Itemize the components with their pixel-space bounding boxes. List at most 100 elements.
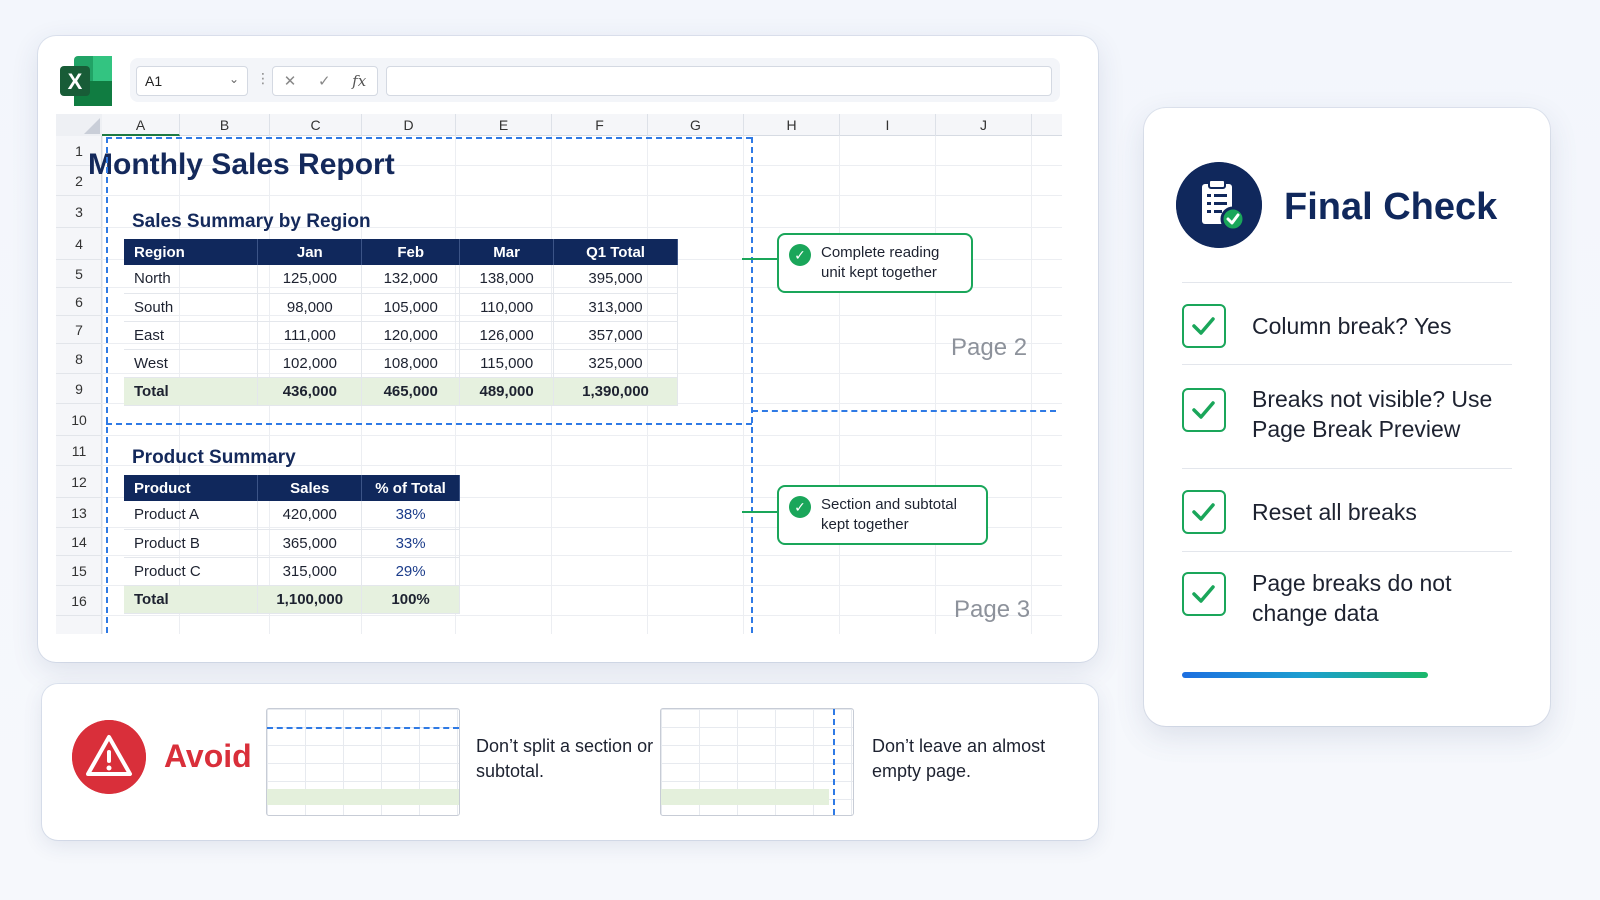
- confirm-icon[interactable]: ✓: [317, 73, 331, 90]
- page-break-top: [106, 137, 752, 139]
- row-header-10[interactable]: 10: [56, 404, 102, 436]
- table-cell[interactable]: West: [124, 349, 259, 378]
- row-header-7[interactable]: 7: [56, 316, 102, 344]
- table-cell[interactable]: Product A: [124, 501, 259, 530]
- name-box[interactable]: A1 ⌄: [136, 66, 248, 96]
- table-cell[interactable]: 105,000: [361, 293, 461, 322]
- table-cell[interactable]: 125,000: [257, 265, 363, 294]
- row-header-8[interactable]: 8: [56, 344, 102, 374]
- column-header-a[interactable]: A: [102, 114, 180, 136]
- table-cell[interactable]: 365,000: [257, 529, 363, 558]
- row-header-12[interactable]: 12: [56, 466, 102, 498]
- divider: [1182, 551, 1512, 552]
- table-cell[interactable]: 489,000: [459, 377, 555, 406]
- column-header-g[interactable]: G: [648, 114, 744, 136]
- vertical-page-break[interactable]: [751, 137, 753, 633]
- table-cell[interactable]: 111,000: [257, 321, 363, 350]
- table-cell[interactable]: 29%: [361, 557, 460, 586]
- row-header-9[interactable]: 9: [56, 374, 102, 404]
- thumbnail-total-row: [661, 789, 829, 805]
- table-cell[interactable]: 420,000: [257, 501, 363, 530]
- table-cell[interactable]: 465,000: [361, 377, 461, 406]
- table-cell[interactable]: 138,000: [459, 265, 555, 294]
- more-options-icon[interactable]: ⋮: [256, 70, 270, 86]
- grid-line: [1031, 136, 1032, 634]
- row-header-1[interactable]: 1: [56, 136, 102, 166]
- column-header-e[interactable]: E: [456, 114, 552, 136]
- cancel-icon[interactable]: ✕: [283, 73, 297, 90]
- table-cell[interactable]: Product B: [124, 529, 259, 558]
- row-header-4[interactable]: 4: [56, 228, 102, 260]
- grid-line: [743, 136, 744, 634]
- divider: [1182, 364, 1512, 365]
- checkbox[interactable]: [1182, 572, 1226, 616]
- page-2-label: Page 2: [951, 334, 1028, 361]
- table-cell[interactable]: 1,100,000: [257, 585, 363, 614]
- column-header-f[interactable]: F: [552, 114, 648, 136]
- divider: [1182, 468, 1512, 469]
- table-cell[interactable]: 102,000: [257, 349, 363, 378]
- table-cell[interactable]: 126,000: [459, 321, 555, 350]
- row-header-6[interactable]: 6: [56, 288, 102, 316]
- row-header-5[interactable]: 5: [56, 260, 102, 288]
- progress-bar: [1182, 672, 1428, 678]
- avoid-text-empty-page: Don’t leave an almost empty page.: [872, 736, 1046, 781]
- table-cell[interactable]: Product C: [124, 557, 259, 586]
- table-cell[interactable]: 315,000: [257, 557, 363, 586]
- table-cell[interactable]: 325,000: [553, 349, 678, 378]
- table-cell[interactable]: North: [124, 265, 259, 294]
- column-header-i[interactable]: I: [840, 114, 936, 136]
- table-cell[interactable]: 120,000: [361, 321, 461, 350]
- table-cell[interactable]: Total: [124, 377, 259, 406]
- formula-input[interactable]: [386, 66, 1052, 96]
- row-header-11[interactable]: 11: [56, 436, 102, 466]
- grid-line: [102, 527, 1062, 528]
- table-cell[interactable]: East: [124, 321, 259, 350]
- table-cell[interactable]: South: [124, 293, 259, 322]
- row-header-3[interactable]: 3: [56, 196, 102, 228]
- column-header-h[interactable]: H: [744, 114, 840, 136]
- check-icon: [1192, 585, 1215, 603]
- table-cell[interactable]: 357,000: [553, 321, 678, 350]
- grid-line: [102, 615, 1062, 616]
- checkbox[interactable]: [1182, 490, 1226, 534]
- table-cell[interactable]: 1,390,000: [553, 377, 678, 406]
- check-icon: [1192, 317, 1215, 335]
- table-cell[interactable]: 313,000: [553, 293, 678, 322]
- row-header-14[interactable]: 14: [56, 528, 102, 556]
- table-cell[interactable]: 38%: [361, 501, 460, 530]
- checkbox[interactable]: [1182, 388, 1226, 432]
- grid-line: [102, 195, 1062, 196]
- table-cell[interactable]: 33%: [361, 529, 460, 558]
- table-cell[interactable]: 110,000: [459, 293, 555, 322]
- column-header-j[interactable]: J: [936, 114, 1032, 136]
- row-header-16[interactable]: 16: [56, 586, 102, 616]
- table-cell[interactable]: 436,000: [257, 377, 363, 406]
- table-row: South 98,000 105,000 110,000 313,000: [124, 293, 678, 322]
- column-header-c[interactable]: C: [270, 114, 362, 136]
- select-all-corner[interactable]: [56, 114, 102, 136]
- check-circle-icon: ✓: [789, 496, 811, 518]
- insert-function-icon[interactable]: fx: [352, 72, 367, 90]
- row-header-2[interactable]: 2: [56, 166, 102, 196]
- table-cell[interactable]: 132,000: [361, 265, 461, 294]
- row-header-15[interactable]: 15: [56, 556, 102, 586]
- chevron-down-icon[interactable]: ⌄: [228, 72, 239, 86]
- table-cell[interactable]: 108,000: [361, 349, 461, 378]
- table-cell[interactable]: Total: [124, 585, 259, 614]
- table-cell[interactable]: 98,000: [257, 293, 363, 322]
- row-header-13[interactable]: 13: [56, 498, 102, 528]
- horizontal-page-break-page1[interactable]: [106, 423, 752, 425]
- horizontal-page-break-page2[interactable]: [752, 410, 1056, 412]
- column-header: Feb: [361, 239, 461, 265]
- table-row: North 125,000 132,000 138,000 395,000: [124, 265, 678, 294]
- region-section-title: Sales Summary by Region: [132, 211, 371, 232]
- product-summary-table: Product Sales % of Total Product A 420,0…: [124, 475, 460, 614]
- column-header-b[interactable]: B: [180, 114, 270, 136]
- excel-icon[interactable]: X: [58, 54, 114, 108]
- table-cell[interactable]: 100%: [361, 585, 460, 614]
- table-cell[interactable]: 395,000: [553, 265, 678, 294]
- table-cell[interactable]: 115,000: [459, 349, 555, 378]
- column-header-d[interactable]: D: [362, 114, 456, 136]
- checkbox[interactable]: [1182, 304, 1226, 348]
